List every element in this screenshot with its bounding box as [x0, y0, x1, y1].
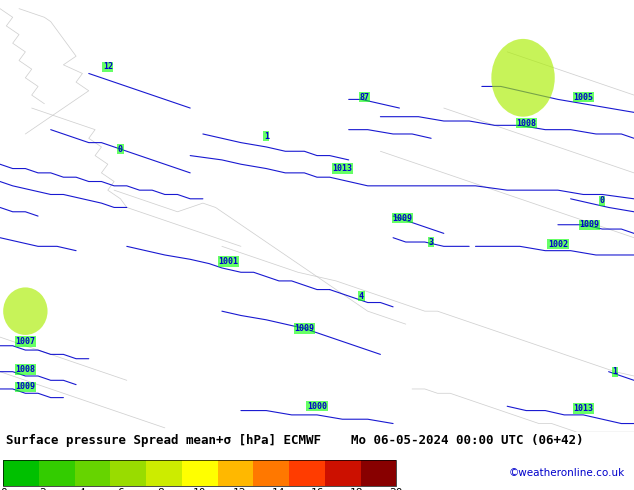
Text: 12: 12: [103, 63, 113, 72]
Text: 4: 4: [79, 488, 85, 490]
Text: 1000: 1000: [307, 402, 327, 411]
Text: 20: 20: [389, 488, 403, 490]
Bar: [361, 460, 396, 486]
Bar: [325, 460, 361, 486]
Text: 1008: 1008: [15, 365, 36, 374]
Text: 2: 2: [39, 488, 46, 490]
Text: 1: 1: [264, 132, 269, 141]
Text: 0: 0: [600, 196, 605, 205]
Text: 1005: 1005: [573, 93, 593, 102]
Text: 1009: 1009: [15, 382, 36, 392]
Text: 12: 12: [232, 488, 246, 490]
Text: 14: 14: [271, 488, 285, 490]
Ellipse shape: [491, 39, 555, 117]
Bar: [254, 460, 289, 486]
Text: 1009: 1009: [294, 324, 314, 333]
Bar: [75, 460, 110, 486]
Text: 1013: 1013: [332, 164, 353, 173]
Text: 0: 0: [0, 488, 6, 490]
Text: 1007: 1007: [15, 337, 36, 346]
Text: 1002: 1002: [548, 240, 568, 249]
Text: 1001: 1001: [218, 257, 238, 266]
Text: 1008: 1008: [516, 119, 536, 128]
Text: 1013: 1013: [573, 404, 593, 413]
Bar: [182, 460, 217, 486]
Bar: [3, 460, 39, 486]
Bar: [217, 460, 254, 486]
Text: ©weatheronline.co.uk: ©weatheronline.co.uk: [508, 467, 624, 478]
Ellipse shape: [3, 288, 48, 335]
Bar: [110, 460, 146, 486]
Text: 6: 6: [118, 488, 124, 490]
Text: 1: 1: [612, 367, 618, 376]
Bar: [146, 460, 182, 486]
Text: Surface pressure Spread mean+σ [hPa] ECMWF    Mo 06-05-2024 00:00 UTC (06+42): Surface pressure Spread mean+σ [hPa] ECM…: [6, 434, 584, 447]
Text: 8: 8: [157, 488, 164, 490]
Text: 0: 0: [118, 145, 123, 153]
Text: 18: 18: [350, 488, 364, 490]
Text: 1009: 1009: [579, 220, 600, 229]
Text: 87: 87: [359, 93, 370, 102]
Bar: [3, 460, 396, 486]
Text: 3: 3: [429, 238, 434, 246]
Text: 1009: 1009: [392, 214, 413, 223]
Bar: [39, 460, 75, 486]
Text: 16: 16: [311, 488, 325, 490]
Text: 10: 10: [193, 488, 207, 490]
Bar: [289, 460, 325, 486]
Text: 4: 4: [359, 292, 364, 300]
